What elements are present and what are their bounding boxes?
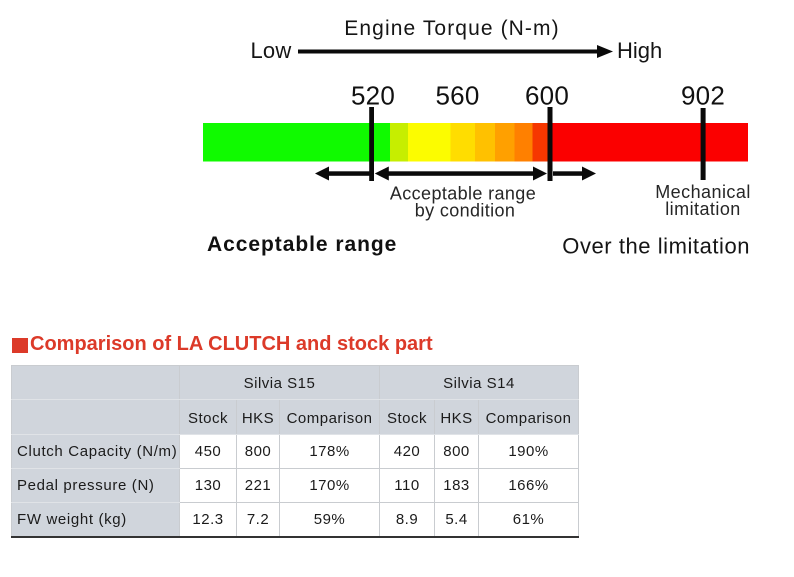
svg-text:Low: Low <box>251 38 292 63</box>
svg-text:High: High <box>617 38 662 63</box>
svg-text:Mechanical: Mechanical <box>655 182 751 202</box>
svg-text:by condition: by condition <box>415 201 516 221</box>
svg-text:520: 520 <box>351 81 395 111</box>
svg-text:560: 560 <box>436 81 480 111</box>
svg-text:Acceptable range: Acceptable range <box>207 233 397 256</box>
svg-text:limitation: limitation <box>665 199 741 219</box>
svg-text:Over the limitation: Over the limitation <box>562 234 750 259</box>
svg-text:Engine Torque (N-m): Engine Torque (N-m) <box>344 17 559 40</box>
svg-text:Acceptable range: Acceptable range <box>390 184 536 204</box>
svg-text:600: 600 <box>525 81 569 111</box>
svg-text:902: 902 <box>681 81 725 111</box>
